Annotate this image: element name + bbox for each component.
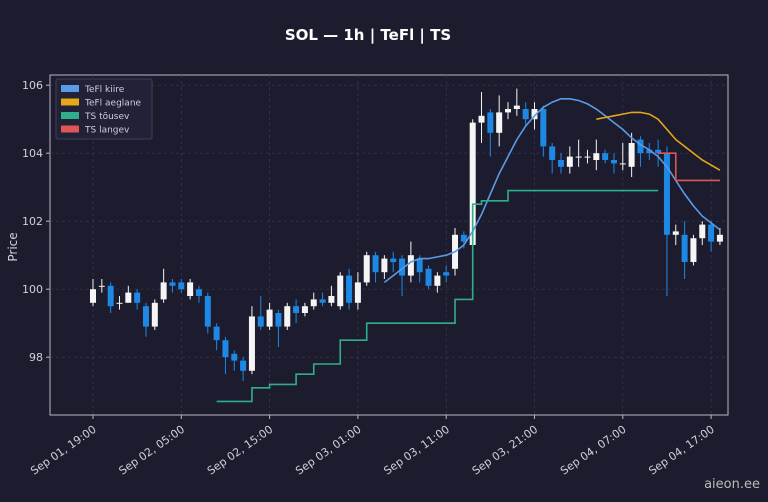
candle-body bbox=[293, 306, 300, 313]
chart-title: SOL — 1h | TeFl | TS bbox=[285, 26, 451, 45]
candle-body bbox=[346, 275, 353, 303]
candle-body bbox=[266, 309, 273, 327]
y-tick-label: 106 bbox=[22, 79, 43, 92]
candle-body bbox=[231, 353, 238, 361]
series-line bbox=[658, 152, 720, 182]
candle-body bbox=[248, 316, 255, 371]
candle-body bbox=[478, 115, 485, 123]
candle-body bbox=[469, 122, 476, 245]
candle-body bbox=[557, 160, 564, 167]
candle-body bbox=[522, 109, 529, 120]
candle-body bbox=[142, 306, 149, 327]
candle-body bbox=[425, 268, 432, 286]
candle-body bbox=[531, 109, 538, 120]
candle-body bbox=[619, 163, 626, 165]
candle-body bbox=[134, 292, 141, 303]
candle-body bbox=[540, 109, 547, 147]
y-tick-label: 102 bbox=[22, 215, 43, 228]
candle-body bbox=[151, 302, 158, 327]
candle-body bbox=[708, 224, 715, 242]
legend-swatch bbox=[61, 125, 79, 133]
y-tick-label: 98 bbox=[29, 351, 43, 364]
candle-body bbox=[222, 340, 229, 358]
candle-body bbox=[328, 296, 335, 303]
candle-body bbox=[628, 143, 635, 167]
candle-body bbox=[240, 360, 247, 371]
legend-label: TeFl kiire bbox=[84, 85, 125, 95]
candle-body bbox=[716, 234, 723, 242]
candle-body bbox=[213, 326, 220, 341]
candle-body bbox=[381, 258, 388, 273]
candle-body bbox=[584, 156, 591, 158]
series-line bbox=[216, 189, 659, 403]
legend-label: TeFl aeglane bbox=[84, 99, 142, 109]
legend-swatch bbox=[61, 112, 79, 119]
legend-box bbox=[55, 78, 153, 140]
candle-body bbox=[460, 234, 467, 242]
candle-body bbox=[275, 313, 282, 327]
candle-body bbox=[575, 156, 582, 158]
candle-body bbox=[593, 153, 600, 160]
y-tick-label: 104 bbox=[22, 147, 43, 160]
legend-label: TS tõusev bbox=[84, 112, 130, 122]
y-axis-label: Price bbox=[6, 232, 20, 261]
plot-area bbox=[49, 74, 729, 416]
series-line bbox=[383, 98, 721, 284]
candle-body bbox=[699, 224, 706, 239]
candle-body bbox=[487, 112, 494, 133]
candle-body bbox=[257, 316, 264, 327]
candle-body bbox=[310, 299, 317, 307]
candle-body bbox=[443, 272, 450, 276]
candle-body bbox=[416, 258, 423, 273]
candle-body bbox=[407, 255, 414, 276]
legend-swatch bbox=[61, 98, 79, 106]
candle-body bbox=[610, 160, 617, 164]
candle-body bbox=[399, 258, 406, 276]
candle-body bbox=[549, 146, 556, 160]
candle-body bbox=[195, 289, 202, 296]
candle-body bbox=[390, 258, 397, 262]
candle-body bbox=[107, 285, 114, 307]
series-line bbox=[596, 111, 721, 171]
candle-body bbox=[354, 282, 361, 303]
candle-body bbox=[98, 285, 105, 287]
legend-label: TS langev bbox=[84, 126, 130, 136]
candle-body bbox=[116, 302, 123, 304]
candle-body bbox=[513, 105, 520, 109]
candle-body bbox=[204, 296, 211, 327]
candle-body bbox=[363, 255, 370, 283]
candle-body bbox=[187, 282, 194, 296]
candle-body bbox=[301, 306, 308, 313]
candle-body bbox=[169, 282, 176, 286]
candle-body bbox=[672, 231, 679, 235]
candle-body bbox=[663, 153, 670, 235]
candle-body bbox=[284, 306, 291, 327]
candle-body bbox=[337, 275, 344, 307]
candle-body bbox=[178, 282, 185, 290]
candle-body bbox=[125, 292, 132, 303]
candle-body bbox=[646, 149, 653, 154]
candle-body bbox=[160, 282, 167, 300]
candle-body bbox=[319, 299, 326, 303]
watermark: aieon.ee bbox=[704, 477, 760, 492]
candle-body bbox=[566, 156, 573, 167]
y-tick-label: 100 bbox=[22, 283, 43, 296]
candle-body bbox=[637, 139, 644, 154]
candle-body bbox=[496, 112, 503, 133]
candle-body bbox=[505, 109, 512, 113]
legend-swatch bbox=[61, 85, 79, 92]
candle-body bbox=[434, 275, 441, 286]
candle-body bbox=[690, 238, 697, 262]
candle-body bbox=[655, 149, 662, 154]
candle-body bbox=[602, 153, 609, 160]
candle-body bbox=[90, 289, 96, 303]
candle-body bbox=[681, 234, 688, 262]
candle-body bbox=[372, 255, 379, 273]
